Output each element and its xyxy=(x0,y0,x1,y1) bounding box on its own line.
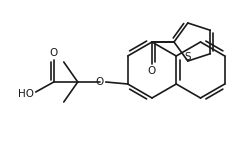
Text: HO: HO xyxy=(18,89,34,99)
Text: O: O xyxy=(148,66,156,76)
Text: O: O xyxy=(96,77,104,87)
Text: O: O xyxy=(50,48,58,58)
Text: S: S xyxy=(184,52,191,62)
